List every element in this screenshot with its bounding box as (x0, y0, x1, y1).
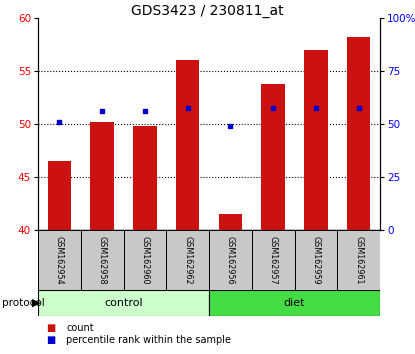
Text: GSM162961: GSM162961 (354, 236, 363, 284)
Text: control: control (104, 298, 143, 308)
Bar (124, 230, 166, 290)
Bar (90, 122, 114, 230)
Text: GSM162958: GSM162958 (98, 236, 107, 284)
Text: GSM162962: GSM162962 (183, 236, 192, 284)
Bar (209, 290, 380, 316)
Bar (81, 230, 124, 290)
Bar (209, 230, 252, 290)
Bar (261, 84, 285, 230)
Bar (219, 214, 242, 230)
Text: ■: ■ (46, 335, 56, 345)
Bar (133, 126, 156, 230)
Bar (295, 230, 337, 290)
Bar (252, 230, 295, 290)
Bar (337, 230, 380, 290)
Text: GSM162960: GSM162960 (140, 236, 149, 284)
Text: GDS3423 / 230811_at: GDS3423 / 230811_at (131, 4, 284, 18)
Text: percentile rank within the sample: percentile rank within the sample (66, 335, 231, 345)
Text: ▶: ▶ (32, 298, 41, 308)
Bar (347, 37, 370, 230)
Text: ■: ■ (46, 323, 56, 333)
Bar (176, 61, 199, 230)
Text: protocol: protocol (2, 298, 45, 308)
Text: count: count (66, 323, 94, 333)
Text: GSM162959: GSM162959 (311, 236, 320, 284)
Bar (48, 161, 71, 230)
Bar (38, 290, 209, 316)
Text: GSM162954: GSM162954 (55, 236, 64, 284)
Text: diet: diet (284, 298, 305, 308)
Text: GSM162956: GSM162956 (226, 236, 235, 284)
Bar (304, 50, 327, 230)
Bar (166, 230, 209, 290)
Text: GSM162957: GSM162957 (269, 236, 278, 284)
Bar (38, 230, 81, 290)
